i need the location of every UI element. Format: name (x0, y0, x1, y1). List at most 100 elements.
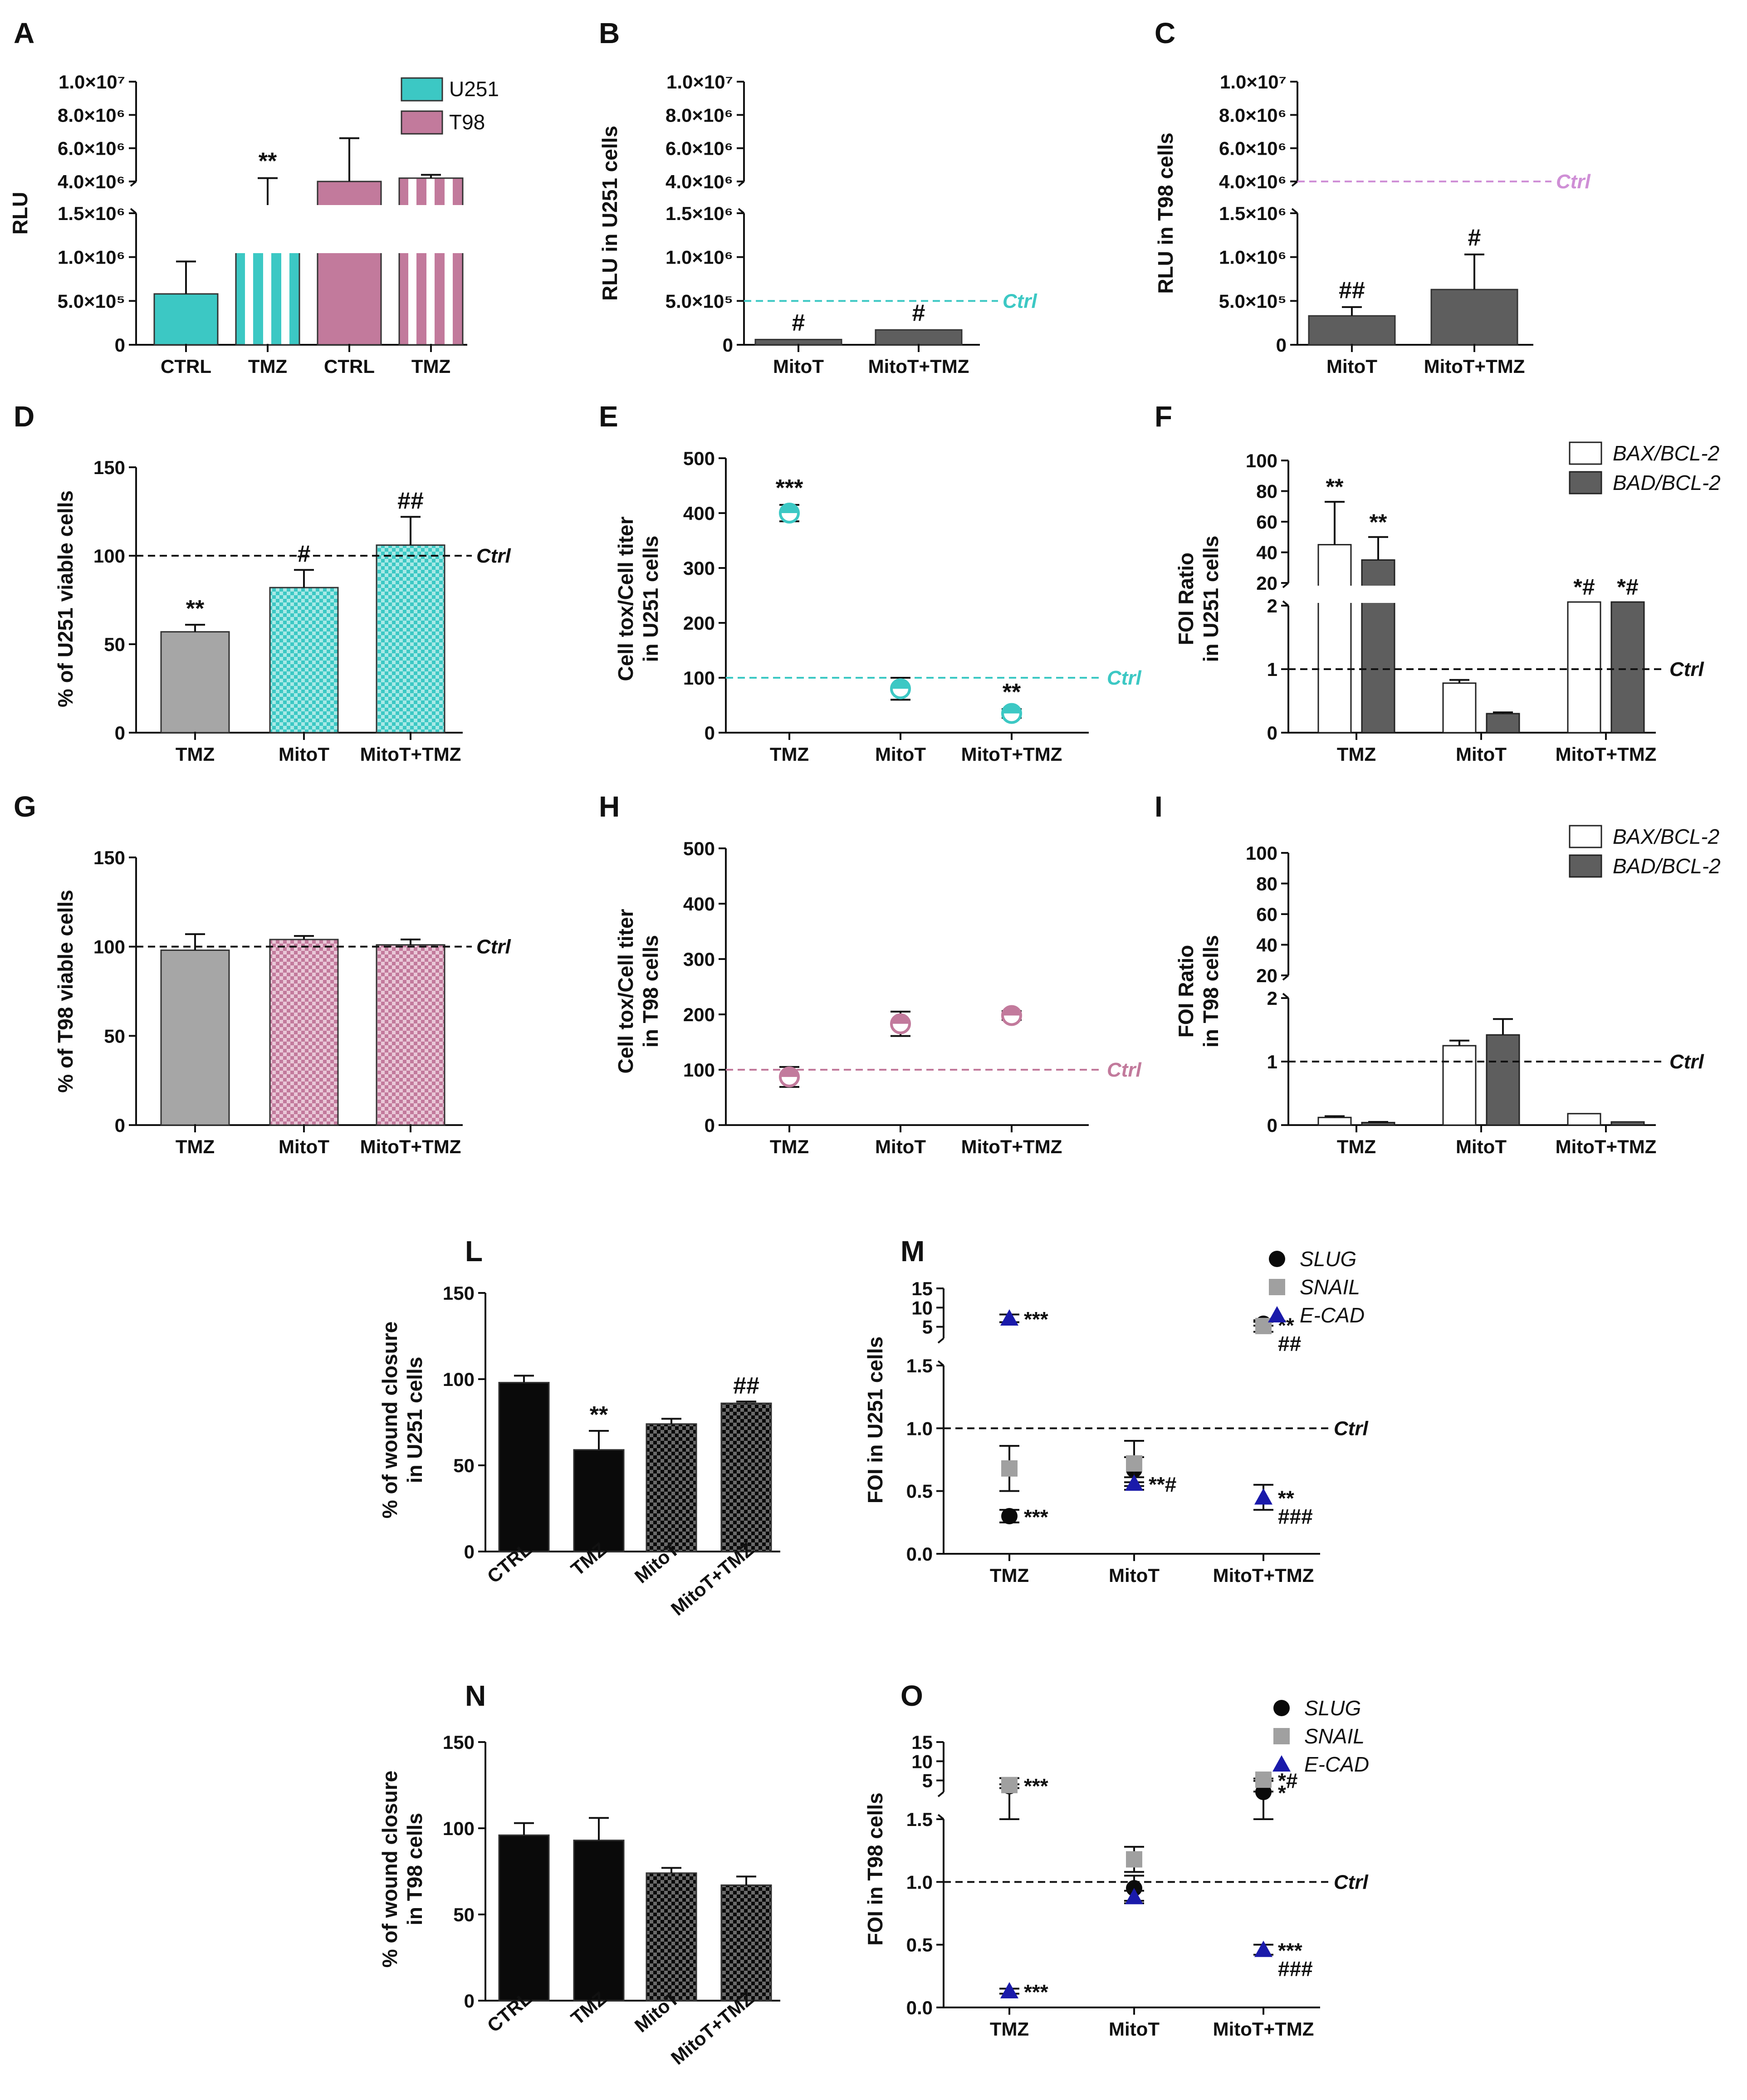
panel-F: F FOI Ratioin U251 cells 0 1 220 40 60 80 100 *… (1155, 400, 1721, 765)
y-tick-label-C: 1.0×10⁶ (1219, 247, 1287, 268)
y-tick-label-A: 0 (115, 334, 125, 356)
y-axis-title-H: Cell tox/Cell titerin T98 cells (614, 909, 662, 1073)
point-O-SNAIL (1126, 1851, 1142, 1868)
y-tick-label-F: 0 (1267, 722, 1277, 744)
legend-label-O: SLUG (1304, 1696, 1361, 1720)
y-axis-title-H-line1: Cell tox/Cell titer (614, 909, 637, 1073)
y-tick-label-C: 8.0×10⁶ (1219, 104, 1287, 126)
y-tick-label-N: 0 (464, 1990, 475, 2012)
plot-H: 0 100 200 300 400 500 Ctrl TMZ MitoT MitoT+TMZ (683, 838, 1142, 1157)
y-axis-title-B: RLU in U251 cells (598, 126, 621, 301)
legend-marker-O (1273, 1728, 1290, 1744)
y-axis-title-G: % of T98 viable cells (54, 890, 77, 1092)
x-tick-label-C: MitoT+TMZ (1424, 356, 1525, 377)
panel-label-E: E (599, 400, 618, 433)
y-tick-label-F: 100 (1246, 450, 1277, 471)
panel-G: G % of T98 viable cells 0 50 100 150 TMZ Mito… (14, 790, 511, 1157)
annotation-F: ** (1326, 474, 1344, 499)
x-tick-label-O: TMZ (990, 2018, 1029, 2040)
x-tick-label-F: TMZ (1337, 744, 1376, 765)
y-tick-label-N: 50 (453, 1904, 475, 1925)
legend-swatch-t98 (401, 110, 443, 135)
legend-swatch-bad-i (1569, 854, 1602, 878)
point-M-E-CAD (1125, 1474, 1143, 1491)
y-axis-title-L: % of wound closurein U251 cells (378, 1322, 426, 1518)
y-axis-title-L-line1: % of wound closure (378, 1322, 401, 1518)
x-tick-label-G: MitoT (279, 1136, 329, 1157)
panel-B: B RLU in U251 cells 0 5.0×10⁵ 1.0×10⁶ 1.5×1… (598, 17, 1037, 377)
y-tick-label-M: 15 (911, 1278, 933, 1299)
point-half-E (891, 680, 910, 689)
y-tick-label-B: 6.0×10⁶ (666, 138, 733, 159)
bar-I-BAD/BCL-2 (1610, 1121, 1645, 1126)
y-tick-label-D: 50 (104, 634, 125, 655)
annotation-O: *** (1024, 1774, 1048, 1798)
panel-label-A: A (14, 17, 34, 49)
point-O-E-CAD (1000, 1982, 1018, 1999)
bar-G-2 (376, 944, 445, 1126)
bar-D-1 (269, 587, 339, 734)
x-tick-label-H: TMZ (770, 1136, 809, 1157)
y-tick-label-B: 5.0×10⁵ (666, 290, 733, 312)
x-tick-label-D: MitoT+TMZ (360, 744, 461, 765)
y-tick-label-G: 0 (115, 1115, 125, 1136)
y-tick-label-C: 0 (1276, 334, 1287, 356)
ctrl-label-M: Ctrl (1334, 1417, 1369, 1439)
y-tick-label-O: 5 (922, 1770, 933, 1792)
point-half-H (1003, 1006, 1021, 1016)
y-axis-title-N-line2: in T98 cells (403, 1813, 426, 1925)
annotation-C: ## (1339, 277, 1365, 303)
annotation-M: *** (1024, 1505, 1048, 1529)
bar-break-band-F (1361, 586, 1395, 603)
y-tick-label-B: 4.0×10⁶ (666, 171, 733, 192)
bar-N-0 (498, 1834, 550, 2002)
bar-D-2 (376, 544, 445, 734)
legend-marker-M (1269, 1279, 1285, 1295)
y-axis-title-E-line2: in U251 cells (639, 536, 662, 662)
annotation-B: # (912, 300, 925, 326)
y-axis-title-E: Cell tox/Cell titerin U251 cells (614, 516, 662, 681)
axis-break-M (937, 1337, 944, 1344)
bar-C-1 (1430, 289, 1518, 346)
ctrl-label-O: Ctrl (1334, 1871, 1369, 1893)
legend-marker-M (1269, 1251, 1285, 1267)
legend-label-bad: BAD/BCL-2 (1613, 471, 1721, 494)
panel-label-F: F (1155, 400, 1172, 433)
panel-label-G: G (14, 790, 36, 823)
bar-L-0 (498, 1382, 550, 1552)
annotation-E: *** (776, 475, 803, 501)
y-tick-label-L: 0 (464, 1541, 475, 1562)
y-tick-label-N: 100 (443, 1818, 475, 1839)
y-axis-title-F-line2: in U251 cells (1199, 536, 1223, 662)
bar-L-2 (646, 1423, 697, 1552)
bar-break-band-A (235, 205, 300, 253)
x-tick-label-M: MitoT+TMZ (1213, 1565, 1314, 1586)
y-tick-label-O: 1.0 (906, 1871, 933, 1893)
legend-swatch-bad (1569, 471, 1602, 494)
y-tick-label-F: 60 (1256, 511, 1277, 533)
point-half-H (780, 1067, 798, 1077)
point-M-SLUG (1001, 1508, 1018, 1524)
point-M-E-CAD (1254, 1488, 1272, 1505)
y-axis-title-D: % of U251 viable cells (54, 490, 77, 707)
legend-label-M: SLUG (1300, 1247, 1356, 1271)
x-tick-label-M: TMZ (990, 1565, 1029, 1586)
point-half-H (891, 1014, 910, 1024)
y-axis-title-F-line1: FOI Ratio (1174, 553, 1198, 645)
annotation-B: # (792, 309, 805, 336)
annotation-M: ** (1278, 1487, 1294, 1510)
panel-label-C: C (1155, 17, 1175, 49)
bar-F-BAD/BCL-2 (1486, 713, 1520, 734)
ctrl-label-I: Ctrl (1669, 1051, 1704, 1073)
y-tick-label-C: 1.5×10⁶ (1219, 203, 1287, 224)
x-tick-label-M: MitoT (1109, 1565, 1160, 1586)
y-tick-label-O: 0.5 (906, 1934, 933, 1956)
annotation-M: ## (1278, 1332, 1301, 1356)
legend-marker-O (1272, 1755, 1291, 1772)
panel-N: N % of wound closurein T98 cells 0 50 100 1… (378, 1679, 780, 2069)
legend-label-t98: T98 (449, 110, 485, 134)
y-tick-label-I: 40 (1256, 935, 1277, 956)
plot-I: 0 1 220 40 60 80 100 TMZ MitoT MitoT+TMZ Ctrl (1246, 842, 1704, 1157)
y-tick-label-A: 1.0×10⁶ (58, 247, 125, 268)
